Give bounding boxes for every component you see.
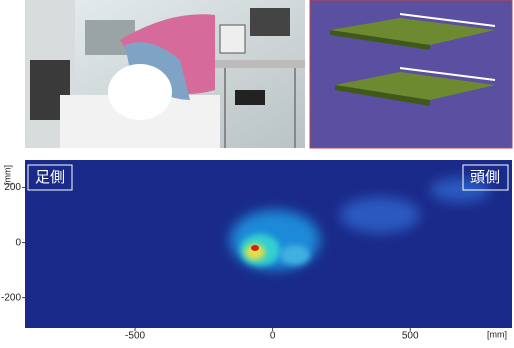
- right-label: 頭側: [470, 169, 500, 186]
- y-tick-label: -200: [1, 292, 21, 303]
- x-tick-label: -500: [125, 331, 145, 342]
- x-unit: [mm]: [487, 329, 507, 339]
- figure: 足側 頭側 [mm] [mm] -500 0 500 200 0 -200: [0, 0, 514, 343]
- heatmap: 足側 頭側 [mm] [mm]: [2, 160, 512, 339]
- render: [310, 0, 512, 148]
- x-tick-label: 500: [402, 331, 419, 342]
- photo: [25, 0, 305, 148]
- y-tick-label: 0: [15, 237, 21, 248]
- x-tick-label: 0: [270, 331, 276, 342]
- left-label: 足側: [35, 169, 65, 186]
- y-tick-label: 200: [4, 182, 21, 193]
- page: 足側 頭側 [mm] [mm] -50005002000-200 (() => …: [0, 0, 514, 343]
